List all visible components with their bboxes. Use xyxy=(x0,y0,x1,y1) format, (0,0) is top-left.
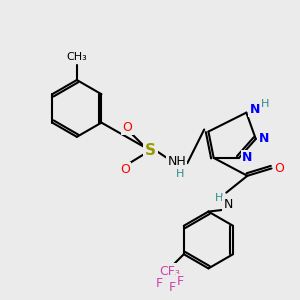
Text: H: H xyxy=(261,99,269,109)
Text: F: F xyxy=(177,275,184,288)
Text: NH: NH xyxy=(167,154,186,168)
Text: F: F xyxy=(156,277,163,290)
Text: S: S xyxy=(145,143,156,158)
Text: N: N xyxy=(224,198,233,211)
Text: H: H xyxy=(215,193,223,203)
Text: O: O xyxy=(122,121,132,134)
Text: N: N xyxy=(242,152,253,164)
Text: O: O xyxy=(274,162,284,175)
Text: O: O xyxy=(120,163,130,176)
Text: F: F xyxy=(169,281,176,294)
Text: CF₃: CF₃ xyxy=(160,265,181,278)
Text: CH₃: CH₃ xyxy=(67,52,87,62)
Text: N: N xyxy=(250,103,260,116)
Text: N: N xyxy=(259,132,269,146)
Text: H: H xyxy=(176,169,184,179)
